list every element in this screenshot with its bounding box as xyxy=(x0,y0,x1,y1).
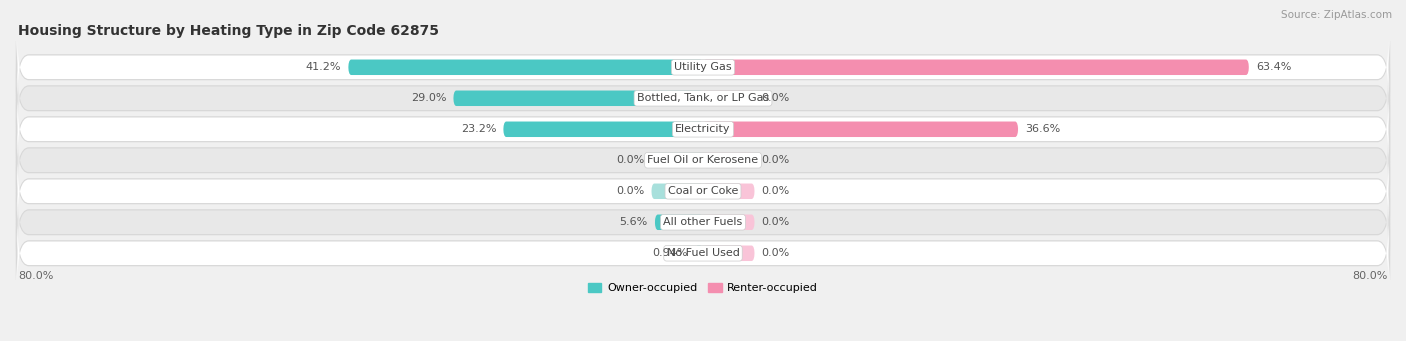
FancyBboxPatch shape xyxy=(453,90,703,106)
FancyBboxPatch shape xyxy=(703,214,755,230)
Text: 0.94%: 0.94% xyxy=(652,248,688,258)
Text: Fuel Oil or Kerosene: Fuel Oil or Kerosene xyxy=(647,155,759,165)
FancyBboxPatch shape xyxy=(15,96,1391,163)
Text: 80.0%: 80.0% xyxy=(18,271,53,281)
Text: 0.0%: 0.0% xyxy=(762,248,790,258)
Text: Housing Structure by Heating Type in Zip Code 62875: Housing Structure by Heating Type in Zip… xyxy=(18,24,439,38)
FancyBboxPatch shape xyxy=(349,60,703,75)
Text: Source: ZipAtlas.com: Source: ZipAtlas.com xyxy=(1281,10,1392,20)
Legend: Owner-occupied, Renter-occupied: Owner-occupied, Renter-occupied xyxy=(588,283,818,293)
FancyBboxPatch shape xyxy=(15,34,1391,101)
FancyBboxPatch shape xyxy=(15,127,1391,194)
Text: 0.0%: 0.0% xyxy=(762,155,790,165)
FancyBboxPatch shape xyxy=(17,132,1389,189)
Text: 0.0%: 0.0% xyxy=(762,217,790,227)
Text: All other Fuels: All other Fuels xyxy=(664,217,742,227)
FancyBboxPatch shape xyxy=(703,246,755,261)
Text: 41.2%: 41.2% xyxy=(307,62,342,72)
Text: 0.0%: 0.0% xyxy=(762,186,790,196)
Text: Electricity: Electricity xyxy=(675,124,731,134)
FancyBboxPatch shape xyxy=(651,183,703,199)
Text: No Fuel Used: No Fuel Used xyxy=(666,248,740,258)
Text: 0.0%: 0.0% xyxy=(616,155,644,165)
Text: Utility Gas: Utility Gas xyxy=(675,62,731,72)
FancyBboxPatch shape xyxy=(703,90,755,106)
FancyBboxPatch shape xyxy=(15,65,1391,132)
FancyBboxPatch shape xyxy=(17,39,1389,96)
FancyBboxPatch shape xyxy=(17,101,1389,158)
FancyBboxPatch shape xyxy=(17,163,1389,220)
Text: 63.4%: 63.4% xyxy=(1256,62,1291,72)
FancyBboxPatch shape xyxy=(655,214,703,230)
Text: 0.0%: 0.0% xyxy=(762,93,790,103)
FancyBboxPatch shape xyxy=(503,121,703,137)
Text: 80.0%: 80.0% xyxy=(1353,271,1388,281)
FancyBboxPatch shape xyxy=(703,60,1249,75)
Text: 23.2%: 23.2% xyxy=(461,124,496,134)
FancyBboxPatch shape xyxy=(651,152,703,168)
FancyBboxPatch shape xyxy=(15,158,1391,225)
FancyBboxPatch shape xyxy=(703,152,755,168)
FancyBboxPatch shape xyxy=(15,220,1391,287)
Text: Coal or Coke: Coal or Coke xyxy=(668,186,738,196)
Text: Bottled, Tank, or LP Gas: Bottled, Tank, or LP Gas xyxy=(637,93,769,103)
Text: 5.6%: 5.6% xyxy=(620,217,648,227)
FancyBboxPatch shape xyxy=(703,121,1018,137)
FancyBboxPatch shape xyxy=(17,225,1389,282)
FancyBboxPatch shape xyxy=(17,70,1389,127)
FancyBboxPatch shape xyxy=(15,189,1391,256)
FancyBboxPatch shape xyxy=(703,183,755,199)
FancyBboxPatch shape xyxy=(695,246,703,261)
Text: 29.0%: 29.0% xyxy=(411,93,446,103)
FancyBboxPatch shape xyxy=(17,194,1389,251)
Text: 0.0%: 0.0% xyxy=(616,186,644,196)
Text: 36.6%: 36.6% xyxy=(1025,124,1060,134)
